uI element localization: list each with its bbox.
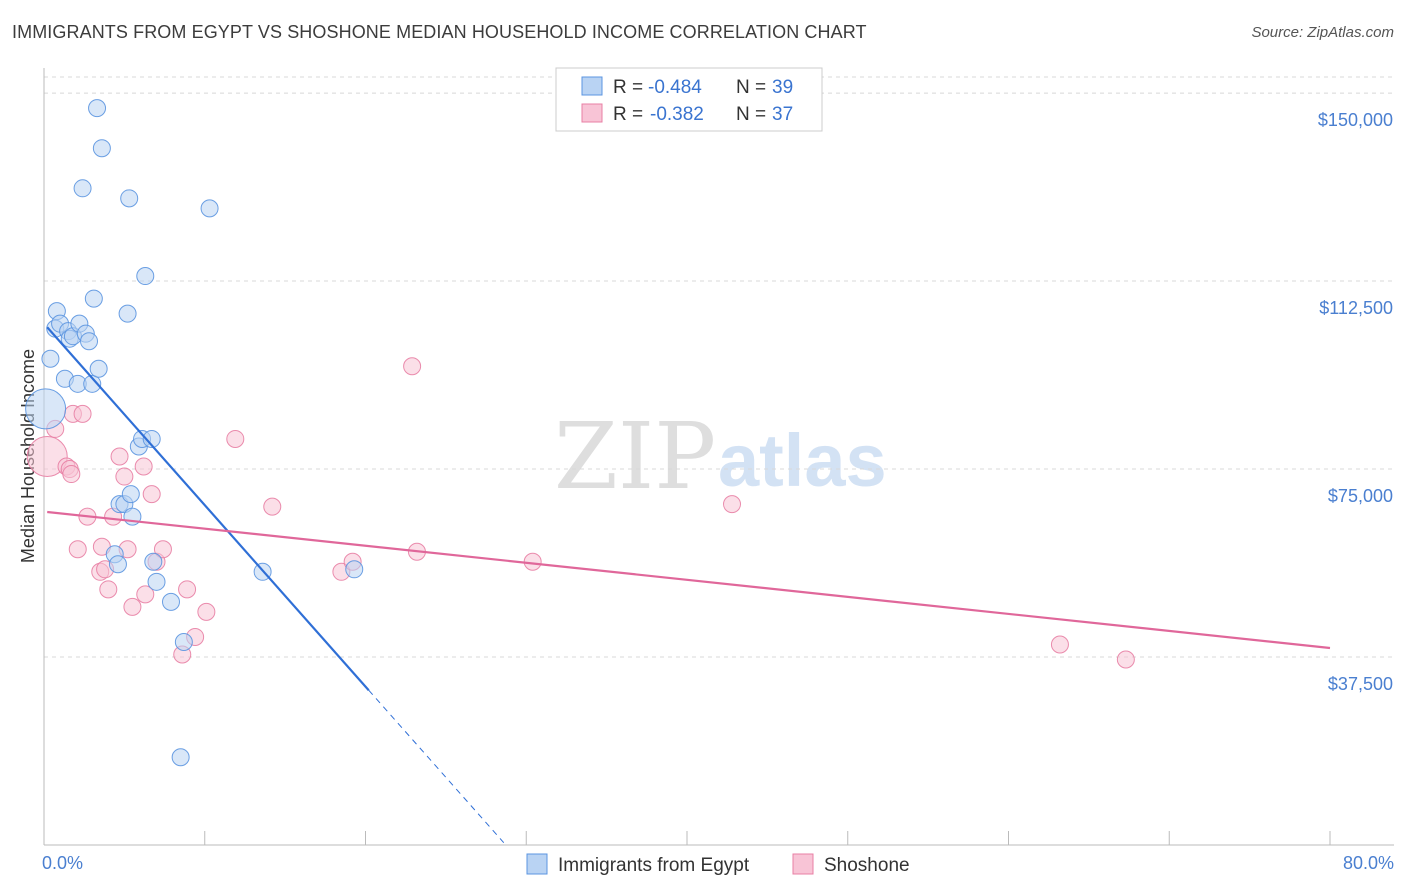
- bottom-legend-label-egypt: Immigrants from Egypt: [558, 855, 750, 876]
- bottom-legend-swatch-shoshone: [792, 853, 814, 875]
- egypt-point-25: [121, 485, 140, 504]
- legend-n-label-shoshone: N =: [736, 104, 766, 125]
- x-tick-label-max: 80.0%: [1343, 853, 1394, 873]
- shoshone-point-0: [26, 436, 68, 477]
- legend-n-value-shoshone: 37: [772, 104, 793, 125]
- egypt-point-29: [136, 267, 155, 286]
- y-tick-label-1: $75,000: [1328, 486, 1393, 506]
- egypt-point-0: [25, 388, 67, 430]
- y-tick-labels: $37,500 $75,000 $112,500 $150,000: [1318, 110, 1393, 694]
- shoshone-point-36: [1116, 650, 1135, 669]
- y-gridlines: [44, 76, 1394, 658]
- legend-r-value-shoshone: -0.382: [650, 104, 704, 125]
- shoshone-point-28: [263, 497, 282, 516]
- egypt-point-24: [120, 189, 139, 208]
- y-tick-label-2: $112,500: [1319, 298, 1393, 318]
- chart-title: IMMIGRANTS FROM EGYPT VS SHOSHONE MEDIAN…: [12, 22, 867, 42]
- egypt-points: [25, 99, 364, 767]
- source-credit: Source: ZipAtlas.com: [1251, 24, 1394, 41]
- egypt-point-15: [84, 289, 103, 308]
- shoshone-point-22: [153, 540, 172, 559]
- legend-swatch-shoshone: [581, 103, 603, 123]
- egypt-point-34: [171, 748, 190, 767]
- shoshone-point-26: [197, 602, 216, 621]
- shoshone-point-34: [723, 495, 742, 514]
- egypt-point-20: [108, 555, 127, 574]
- egypt-point-35: [174, 632, 193, 651]
- egypt-point-11: [73, 179, 92, 198]
- egypt-point-17: [89, 359, 108, 378]
- bottom-legend-label-shoshone: Shoshone: [824, 855, 910, 876]
- shoshone-point-12: [99, 580, 118, 599]
- x-tick-marks: [43, 831, 1331, 845]
- shoshone-point-24: [178, 580, 197, 599]
- shoshone-trend-line: [47, 510, 1331, 650]
- shoshone-point-14: [110, 447, 129, 466]
- shoshone-point-6: [68, 540, 87, 559]
- shoshone-point-17: [123, 597, 142, 616]
- egypt-point-18: [92, 139, 111, 158]
- shoshone-point-19: [136, 585, 155, 604]
- legend-n-label-egypt: N =: [736, 77, 766, 98]
- shoshone-point-31: [403, 357, 422, 376]
- watermark: ZIP atlas: [554, 403, 887, 510]
- bottom-legend: Immigrants from Egypt Shoshone: [526, 853, 910, 876]
- egypt-trend-line: [46, 326, 370, 691]
- legend-r-label-egypt: R =: [613, 77, 643, 98]
- egypt-point-16: [88, 99, 107, 118]
- shoshone-point-15: [115, 467, 134, 486]
- shoshone-point-4: [62, 465, 81, 484]
- egypt-point-14: [83, 374, 102, 393]
- watermark-atlas: atlas: [718, 419, 887, 502]
- legend-r-value-egypt: -0.484: [648, 77, 702, 98]
- y-tick-label-0: $37,500: [1328, 674, 1393, 694]
- egypt-point-13: [80, 332, 99, 351]
- egypt-point-1: [41, 349, 60, 368]
- egypt-point-32: [147, 572, 166, 591]
- trend-lines: [46, 326, 1331, 843]
- egypt-point-36: [200, 199, 219, 218]
- legend-r-label-shoshone: R =: [613, 104, 643, 125]
- egypt-trend-line-extension: [368, 689, 505, 843]
- shoshone-point-7: [73, 404, 92, 423]
- egypt-point-33: [161, 592, 180, 611]
- egypt-point-23: [118, 304, 137, 323]
- shoshone-point-20: [142, 485, 161, 504]
- shoshone-point-27: [226, 429, 245, 448]
- egypt-point-30: [142, 429, 161, 448]
- egypt-point-38: [345, 560, 364, 579]
- bottom-legend-swatch-egypt: [526, 853, 548, 875]
- y-tick-label-3: $150,000: [1318, 110, 1393, 130]
- legend-swatch-egypt: [581, 76, 603, 96]
- egypt-point-31: [144, 552, 163, 571]
- shoshone-point-18: [134, 457, 153, 476]
- legend-box: R = -0.484 N = 39 R = -0.382 N = 37: [555, 67, 823, 132]
- legend-n-value-egypt: 39: [772, 77, 793, 98]
- x-tick-label-min: 0.0%: [42, 853, 83, 873]
- watermark-zip: ZIP: [554, 403, 716, 510]
- shoshone-point-35: [1050, 635, 1069, 654]
